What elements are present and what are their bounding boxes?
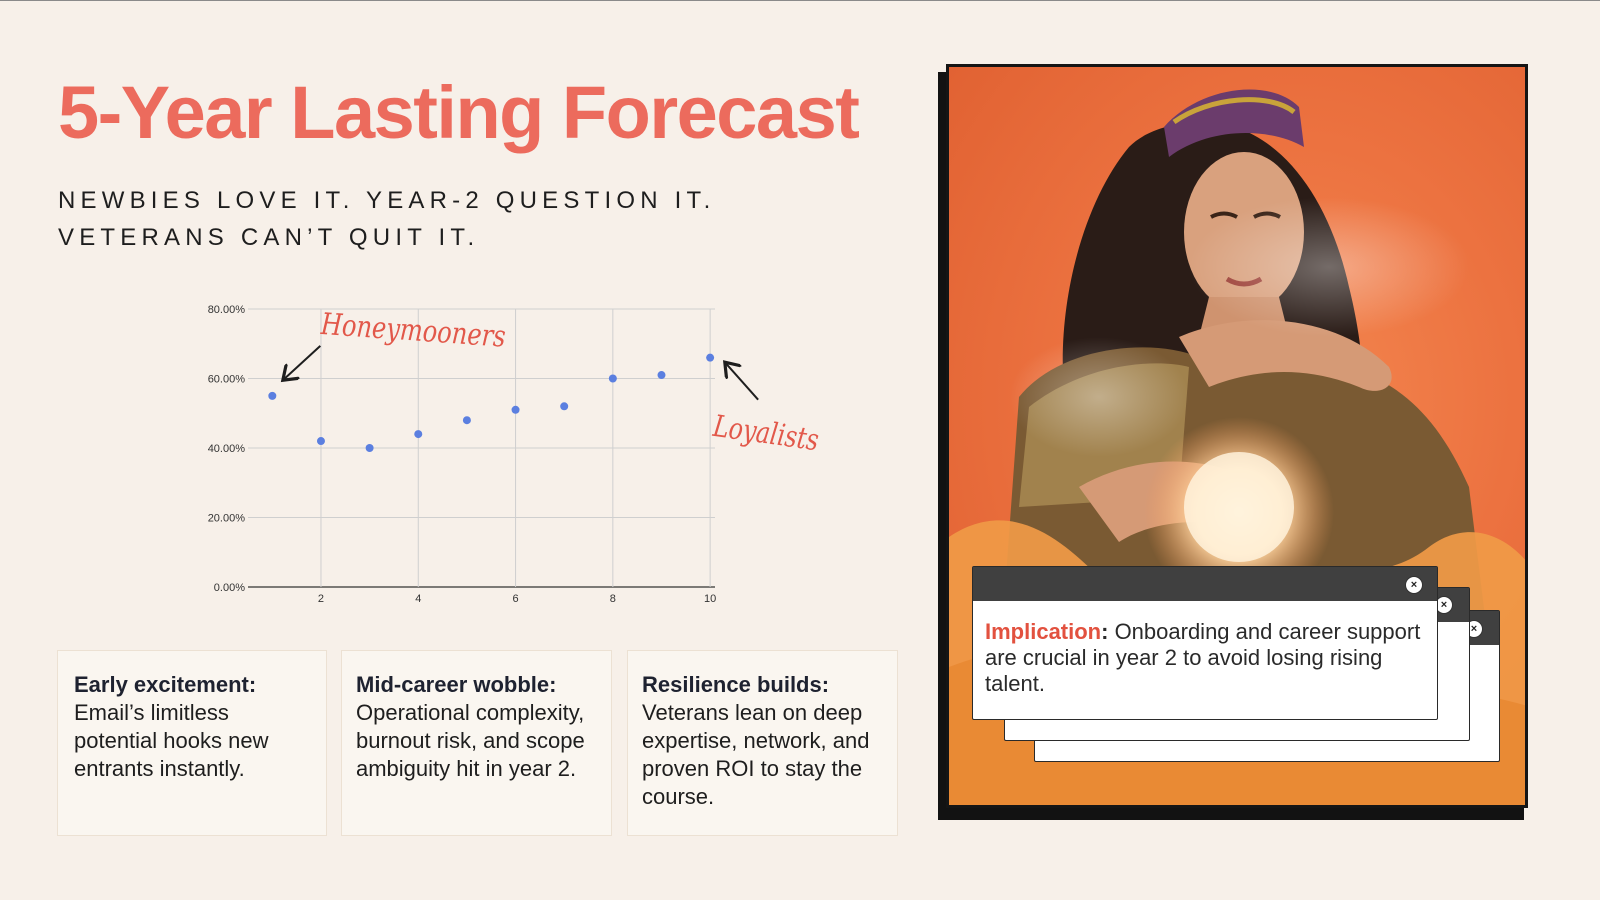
y-tick-label: 0.00% xyxy=(214,582,245,594)
card-mid-career-wobble: Mid-career wobble: Operational complexit… xyxy=(341,650,612,836)
top-divider xyxy=(0,0,1600,1)
honeymooners-annotation: Honeymooners xyxy=(319,307,507,355)
card-heading: Early excitement: xyxy=(74,672,257,697)
honeymooners-arrow xyxy=(284,345,321,379)
card-body: Operational complexity, burnout risk, an… xyxy=(356,700,585,781)
data-point xyxy=(414,430,423,439)
close-icon[interactable]: × xyxy=(1435,596,1453,614)
card-heading: Mid-career wobble: xyxy=(356,672,557,697)
y-tick-label: 60.00% xyxy=(208,374,246,386)
x-tick-label: 2 xyxy=(318,593,324,605)
card-resilience-builds: Resilience builds: Veterans lean on deep… xyxy=(627,650,898,836)
slide-subtitle: NEWBIES LOVE IT. YEAR-2 QUESTION IT. VET… xyxy=(58,182,716,256)
popup-title-bar: × xyxy=(973,567,1437,601)
card-heading: Resilience builds: xyxy=(642,672,830,697)
subtitle-line-1: NEWBIES LOVE IT. YEAR-2 QUESTION IT. xyxy=(58,187,716,214)
data-point xyxy=(511,405,520,414)
data-point xyxy=(560,402,569,411)
data-point xyxy=(316,437,325,446)
data-point xyxy=(657,371,666,380)
data-point xyxy=(365,444,374,452)
implication-text: Onboarding and career support are crucia… xyxy=(985,619,1421,696)
y-tick-label: 40.00% xyxy=(208,443,246,455)
slide-title: 5-Year Lasting Forecast xyxy=(58,71,860,154)
loyalists-arrow xyxy=(726,364,759,401)
popup-message: Implication: Onboarding and career suppo… xyxy=(973,601,1437,697)
card-body: Veterans lean on deep expertise, network… xyxy=(642,700,870,809)
loyalists-annotation: Loyalists xyxy=(710,409,821,459)
card-body: Email’s limitless potential hooks new en… xyxy=(74,700,269,781)
x-tick-label: 6 xyxy=(512,593,518,605)
data-point xyxy=(462,416,471,425)
y-tick-label: 80.00% xyxy=(208,304,246,316)
card-early-excitement: Early excitement: Email’s limitless pote… xyxy=(57,650,327,836)
y-tick-label: 20.00% xyxy=(208,513,246,525)
x-tick-label: 4 xyxy=(415,593,421,605)
data-point xyxy=(706,353,715,362)
implication-label: Implication xyxy=(985,619,1102,644)
data-point xyxy=(268,391,277,400)
x-tick-label: 8 xyxy=(610,593,616,605)
x-tick-label: 10 xyxy=(704,593,716,605)
subtitle-line-2: VETERANS CAN’T QUIT IT. xyxy=(58,224,480,251)
popup-window-front: × Implication: Onboarding and career sup… xyxy=(972,566,1438,720)
implication-colon: : xyxy=(1101,619,1109,644)
close-icon[interactable]: × xyxy=(1405,576,1423,594)
data-point xyxy=(608,374,617,383)
scatter-chart: 0.00% 20.00% 40.00% 60.00% 80.00% 2 4 6 8 10 Hone… xyxy=(208,304,821,605)
